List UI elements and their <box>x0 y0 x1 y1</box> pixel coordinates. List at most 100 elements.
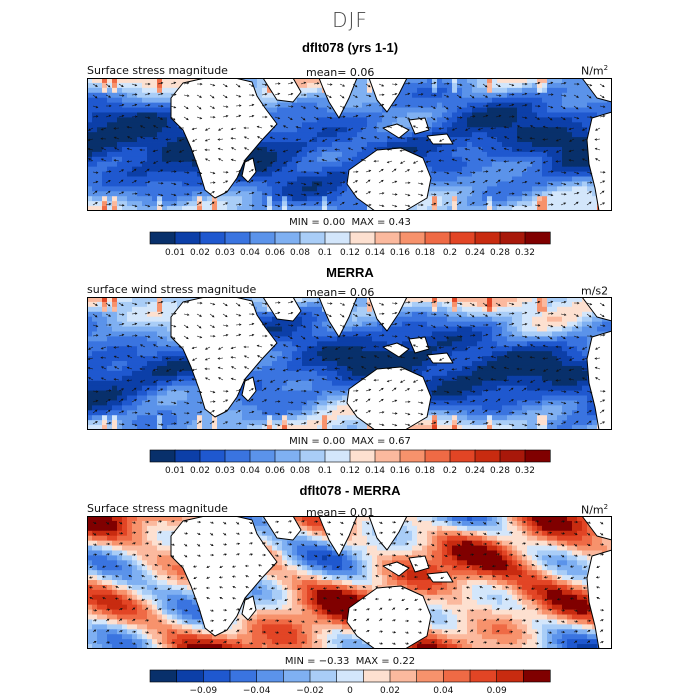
heatmap-cell <box>362 127 368 133</box>
heatmap-cell <box>327 146 333 153</box>
heatmap-cell <box>502 92 508 99</box>
heatmap-cell <box>187 78 193 84</box>
heatmap-cell <box>557 102 563 108</box>
heatmap-cell <box>582 186 588 192</box>
heatmap-cell <box>427 107 433 113</box>
heatmap-cell <box>147 166 153 172</box>
heatmap-cell <box>557 107 563 113</box>
heatmap-cell <box>562 97 568 104</box>
wind-arrow <box>425 160 432 163</box>
wind-arrow <box>321 158 328 162</box>
heatmap-cell <box>122 87 128 94</box>
heatmap-cell <box>307 365 313 372</box>
heatmap-cell <box>137 306 143 313</box>
heatmap-cell <box>167 82 173 89</box>
heatmap-cell <box>457 97 463 104</box>
heatmap-cell <box>597 326 603 332</box>
heatmap-cell <box>442 161 448 168</box>
heatmap-cell <box>542 127 548 133</box>
heatmap-cell <box>107 206 113 211</box>
wind-arrow <box>321 127 328 131</box>
heatmap-cell <box>492 161 498 168</box>
heatmap-cell <box>547 331 553 337</box>
heatmap-cell <box>257 201 263 207</box>
heatmap-cell <box>572 117 578 123</box>
heatmap-cell <box>522 142 528 148</box>
wind-arrow <box>145 82 151 86</box>
heatmap-cell <box>297 176 303 182</box>
heatmap-cell <box>147 186 153 192</box>
heatmap-cell <box>152 127 158 133</box>
heatmap-cell <box>292 112 298 118</box>
heatmap-cell <box>452 97 458 104</box>
wind-arrow <box>482 83 488 88</box>
heatmap-cell <box>117 176 123 182</box>
heatmap-cell <box>547 171 553 177</box>
colorbar-tick-label: 0.08 <box>290 248 310 258</box>
wind-arrow <box>352 190 358 195</box>
heatmap-cell <box>367 356 373 362</box>
heatmap-cell <box>117 151 123 158</box>
wind-arrow <box>534 204 541 207</box>
heatmap-cell <box>167 336 173 342</box>
heatmap-cell <box>527 92 533 99</box>
heatmap-cell <box>487 181 493 187</box>
heatmap-cell <box>357 306 363 313</box>
heatmap-cell <box>102 127 108 133</box>
heatmap-cell <box>567 306 573 313</box>
heatmap-cell <box>497 176 503 182</box>
wind-arrow <box>365 169 372 173</box>
heatmap-cell <box>452 137 458 143</box>
heatmap-cell <box>337 166 343 172</box>
colorbar-tick-label: 0.01 <box>165 248 185 258</box>
heatmap-cell <box>117 161 123 168</box>
heatmap-cell <box>487 321 493 327</box>
heatmap-cell <box>92 370 98 377</box>
heatmap-cell <box>472 127 478 133</box>
heatmap-cell <box>292 142 298 148</box>
heatmap-cell <box>547 97 553 104</box>
heatmap-cell <box>267 186 273 192</box>
wind-arrow <box>313 105 319 110</box>
heatmap-cell <box>362 306 368 313</box>
heatmap-cell <box>452 351 458 357</box>
heatmap-cell <box>312 117 318 123</box>
wind-arrow <box>235 83 241 88</box>
heatmap-cell <box>92 127 98 133</box>
heatmap-cell <box>512 107 518 113</box>
heatmap-cell <box>297 311 303 318</box>
heatmap-cell <box>367 107 373 113</box>
heatmap-cell <box>572 87 578 94</box>
heatmap-cell <box>307 206 313 211</box>
heatmap-cell <box>352 326 358 332</box>
heatmap-cell <box>127 166 133 172</box>
heatmap-cell <box>287 127 293 133</box>
wind-arrow <box>218 158 224 162</box>
heatmap-cell <box>387 326 393 332</box>
heatmap-cell <box>97 122 103 128</box>
heatmap-cell <box>87 321 93 327</box>
heatmap-cell <box>552 346 558 352</box>
heatmap-cell <box>292 146 298 153</box>
heatmap-cell <box>472 341 478 347</box>
heatmap-cell <box>587 92 593 99</box>
heatmap-cell <box>127 365 133 372</box>
heatmap-cell <box>102 370 108 377</box>
panel-2-title: MERRA <box>326 265 374 280</box>
heatmap-cell <box>557 321 563 327</box>
heatmap-cell <box>317 191 323 197</box>
heatmap-cell <box>162 321 168 327</box>
colorbar-swatch <box>449 231 476 245</box>
wind-arrow <box>334 148 341 151</box>
heatmap-cell <box>192 181 198 187</box>
heatmap-cell <box>87 206 93 211</box>
heatmap-cell <box>132 201 138 207</box>
heatmap-cell <box>207 206 213 211</box>
wind-arrow <box>399 149 406 152</box>
heatmap-cell <box>527 181 533 187</box>
heatmap-cell <box>257 181 263 187</box>
heatmap-cell <box>367 132 373 138</box>
heatmap-cell <box>437 87 443 94</box>
heatmap-cell <box>532 336 538 342</box>
heatmap-cell <box>302 331 308 337</box>
